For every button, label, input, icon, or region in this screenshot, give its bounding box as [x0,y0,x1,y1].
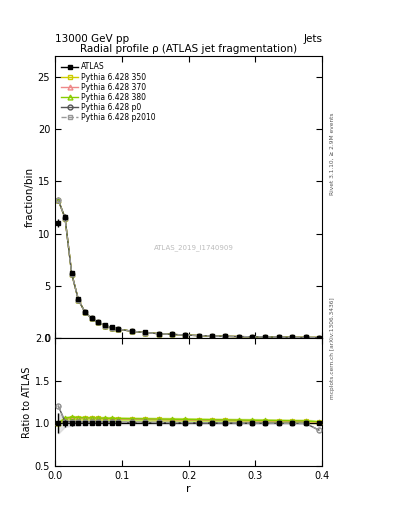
Text: 13000 GeV pp: 13000 GeV pp [55,33,129,44]
Legend: ATLAS, Pythia 6.428 350, Pythia 6.428 370, Pythia 6.428 380, Pythia 6.428 p0, Py: ATLAS, Pythia 6.428 350, Pythia 6.428 37… [59,60,158,124]
Text: Jets: Jets [303,33,322,44]
Y-axis label: fraction/bin: fraction/bin [25,167,35,227]
Text: mcplots.cern.ch [arXiv:1306.3436]: mcplots.cern.ch [arXiv:1306.3436] [330,297,335,399]
X-axis label: r: r [186,483,191,494]
Text: Rivet 3.1.10, ≥ 2.9M events: Rivet 3.1.10, ≥ 2.9M events [330,112,335,195]
Y-axis label: Ratio to ATLAS: Ratio to ATLAS [22,366,32,438]
Text: ATLAS_2019_I1740909: ATLAS_2019_I1740909 [154,244,234,251]
Title: Radial profile ρ (ATLAS jet fragmentation): Radial profile ρ (ATLAS jet fragmentatio… [80,44,297,54]
